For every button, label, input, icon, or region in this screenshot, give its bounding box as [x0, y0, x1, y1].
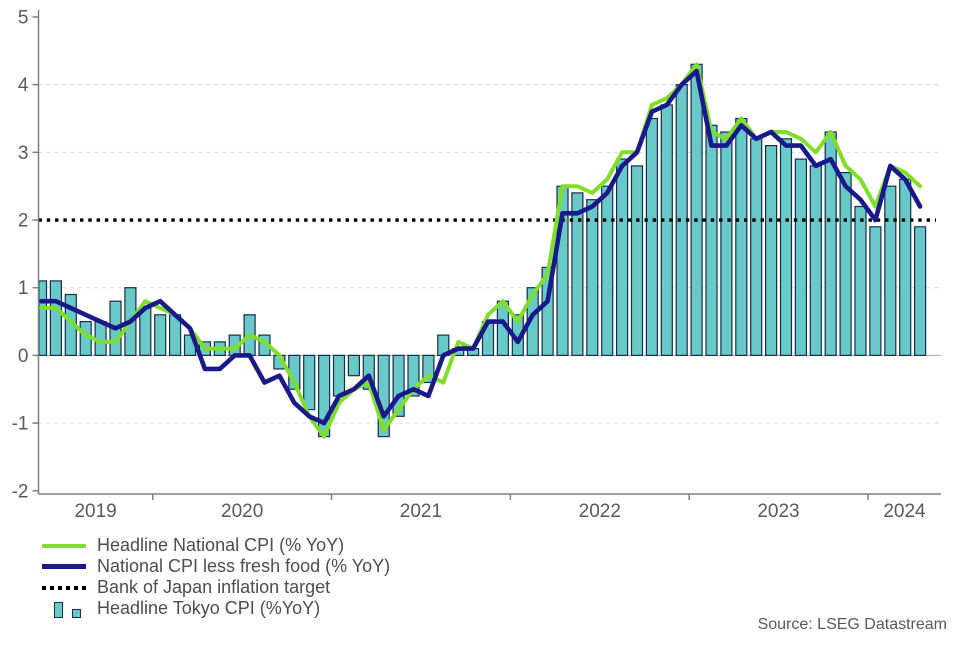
bar-2022-08 — [615, 158, 629, 357]
y-tick-label--1: -1 — [12, 414, 29, 435]
legend-item-boj-inflation-target: Bank of Japan inflation target — [42, 577, 390, 598]
bar-2023-03 — [720, 131, 733, 356]
bar-2021-01 — [332, 354, 346, 397]
bar-2020-11 — [303, 354, 316, 411]
dotted-line-swatch — [42, 585, 90, 590]
y-tick-label-3: 3 — [18, 143, 29, 164]
swatch-cell — [42, 564, 97, 569]
bar-2023-02 — [705, 124, 718, 357]
y-tick-label-2: 2 — [18, 211, 29, 232]
bar-2024-01 — [869, 226, 882, 357]
bar-2023-05 — [750, 138, 763, 357]
national-cpi-less-fresh-food-line — [38, 68, 923, 426]
bar-2022-06 — [586, 199, 599, 356]
bar-2023-04 — [735, 117, 748, 356]
bar-2023-07 — [779, 138, 793, 357]
legend: Headline National CPI (% YoY) National C… — [42, 535, 390, 619]
bar-2019-12 — [139, 307, 152, 357]
bar-2019-06 — [49, 280, 63, 356]
x-tick-label-2020: 2020 — [221, 501, 263, 522]
legend-label-national-cpi-less-fresh-food: National CPI less fresh food (% YoY) — [97, 556, 391, 576]
bar-2023-09 — [809, 165, 822, 356]
x-tick-label-2023: 2023 — [757, 501, 799, 522]
bar-2022-10 — [645, 117, 659, 356]
x-tick-label-2019: 2019 — [74, 501, 116, 522]
tokyo-bar-swatch-tall — [54, 601, 63, 618]
legend-label-headline-national-cpi: Headline National CPI (% YoY) — [97, 535, 345, 555]
y-tick-label-5: 5 — [18, 7, 29, 28]
bar-2022-05 — [571, 192, 584, 356]
bar-2022-09 — [630, 165, 644, 356]
bar-2023-12 — [854, 205, 867, 356]
legend-label-headline-tokyo-cpi: Headline Tokyo CPI (%YoY) — [97, 598, 321, 618]
legend-item-national-cpi-less-fresh-food: National CPI less fresh food (% YoY) — [42, 556, 390, 577]
bar-2023-08 — [794, 158, 808, 357]
y-tick-label-0: 0 — [18, 346, 29, 367]
bar-2023-01 — [690, 63, 703, 357]
bar-2024-04 — [913, 226, 927, 357]
legend-item-headline-national-cpi: Headline National CPI (% YoY) — [42, 535, 390, 556]
navy-line-swatch — [42, 564, 86, 569]
x-tick-label-2021: 2021 — [400, 501, 442, 522]
bar-2021-07 — [422, 354, 435, 384]
bar-2019-05 — [38, 280, 48, 356]
bar-2021-05 — [392, 354, 405, 417]
bar-2024-03 — [899, 178, 912, 356]
tokyo-cpi-bars — [38, 63, 927, 438]
swatch-cell — [42, 543, 97, 548]
plot-area: 5 4 3 2 1 0 -1 -2 2019 2020 2021 2022 2023 2024 — [12, 7, 941, 522]
source-attribution: Source: LSEG Datastream — [757, 616, 947, 633]
y-tick-label-4: 4 — [18, 75, 29, 96]
legend-item-headline-tokyo-cpi: Headline Tokyo CPI (%YoY) — [42, 598, 390, 619]
bar-2024-02 — [884, 185, 897, 356]
legend-label-boj-inflation-target: Bank of Japan inflation target — [97, 577, 331, 597]
x-tick-label-2024: 2024 — [883, 501, 926, 522]
bar-2020-01 — [154, 314, 167, 356]
bar-2021-03 — [362, 354, 375, 390]
swatch-cell — [42, 600, 97, 618]
x-tick-label-2022: 2022 — [579, 501, 621, 522]
swatch-cell — [42, 585, 97, 590]
bar-2023-11 — [839, 172, 852, 357]
tokyo-bar-swatch-small — [72, 608, 81, 618]
bar-2022-11 — [660, 104, 673, 357]
bar-2023-06 — [764, 145, 778, 357]
bar-2022-07 — [601, 185, 614, 356]
y-tick-label-1: 1 — [18, 278, 29, 299]
bar-2021-06 — [407, 354, 420, 397]
y-tick-label--2: -2 — [12, 481, 29, 502]
green-line-swatch — [42, 543, 86, 548]
bar-2021-02 — [347, 354, 360, 377]
